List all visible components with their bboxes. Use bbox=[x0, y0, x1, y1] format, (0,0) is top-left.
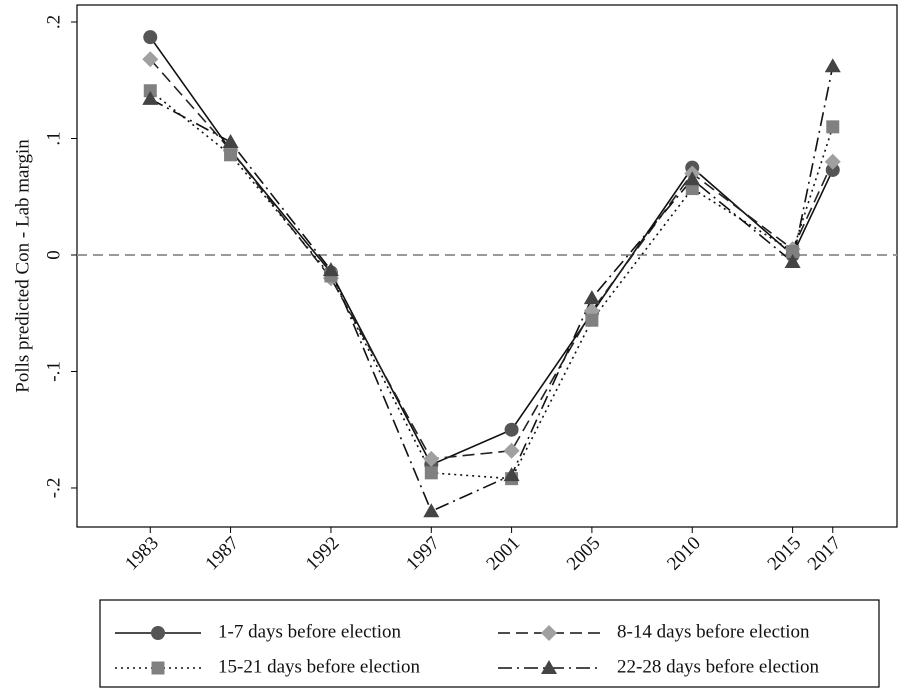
marker bbox=[224, 148, 238, 162]
marker bbox=[585, 313, 599, 327]
marker bbox=[503, 467, 520, 482]
y-tick-label: -.1 bbox=[43, 361, 64, 382]
marker bbox=[685, 182, 699, 196]
y-tick-label: .2 bbox=[43, 15, 64, 29]
legend-box bbox=[99, 599, 880, 688]
marker bbox=[424, 466, 438, 480]
legend-marker bbox=[151, 661, 165, 675]
marker bbox=[786, 244, 800, 258]
marker bbox=[423, 450, 440, 467]
marker bbox=[142, 51, 159, 68]
x-tick-label: 1987 bbox=[201, 533, 243, 575]
plot-frame bbox=[76, 4, 898, 528]
marker bbox=[826, 120, 840, 134]
y-tick-label: 0 bbox=[43, 250, 64, 260]
legend-marker bbox=[151, 626, 165, 640]
x-tick-label: 2010 bbox=[663, 533, 705, 575]
x-tick-label: 1992 bbox=[302, 533, 344, 575]
marker bbox=[143, 84, 157, 98]
legend-label: 1-7 days before election bbox=[218, 621, 402, 642]
marker bbox=[222, 133, 239, 148]
x-tick-label: 2001 bbox=[482, 533, 524, 575]
marker bbox=[824, 153, 841, 170]
x-tick-label: 1983 bbox=[121, 533, 163, 575]
legend-label: 8-14 days before election bbox=[617, 621, 810, 642]
x-tick-label: 2017 bbox=[804, 533, 846, 575]
legend-label: 22-28 days before election bbox=[617, 656, 820, 677]
y-axis-label: Polls predicted Con - Lab margin bbox=[12, 139, 33, 393]
marker bbox=[423, 503, 440, 518]
marker bbox=[142, 90, 159, 105]
series-line bbox=[149, 36, 834, 466]
marker bbox=[824, 58, 841, 73]
series-line bbox=[149, 66, 834, 513]
y-tick-label: .1 bbox=[43, 131, 64, 145]
x-tick-label: 1997 bbox=[402, 533, 444, 575]
y-tick-label: -.2 bbox=[43, 478, 64, 499]
marker bbox=[322, 262, 339, 277]
marker bbox=[504, 422, 519, 437]
marker bbox=[684, 171, 701, 186]
x-tick-label: 2005 bbox=[563, 533, 605, 575]
marker bbox=[143, 30, 158, 45]
marker bbox=[503, 442, 520, 459]
marker bbox=[784, 253, 801, 268]
marker bbox=[583, 290, 600, 305]
series-line bbox=[149, 58, 834, 460]
legend-marker bbox=[541, 660, 557, 674]
series-line bbox=[149, 90, 834, 480]
x-tick-label: 2015 bbox=[764, 533, 806, 575]
legend-marker bbox=[541, 625, 557, 641]
marker bbox=[825, 162, 840, 177]
legend-label: 15-21 days before election bbox=[218, 656, 421, 677]
